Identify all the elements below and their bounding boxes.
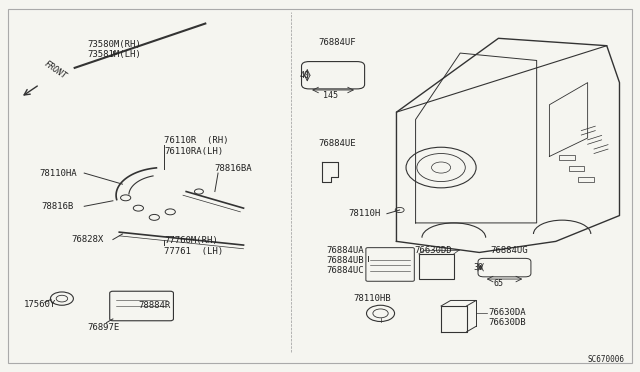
Text: 30: 30 [473, 263, 483, 272]
Bar [419, 254, 454, 279]
Text: 78110HB: 78110HB [354, 294, 392, 303]
Text: 76884UF: 76884UF [319, 38, 356, 46]
Text: 77760M(RH): 77760M(RH) [164, 236, 218, 245]
Text: 76884UC: 76884UC [326, 266, 364, 275]
Text: 73580M(RH): 73580M(RH) [88, 40, 141, 49]
Text: 76630DB: 76630DB [489, 318, 527, 327]
Text: 76884UA: 76884UA [326, 246, 364, 255]
Text: 76884UG: 76884UG [491, 246, 529, 255]
Text: 78884R: 78884R [138, 301, 171, 310]
Text: 76110RA(LH): 76110RA(LH) [164, 147, 223, 156]
Text: 40: 40 [300, 71, 310, 80]
Text: 78816BA: 78816BA [215, 164, 253, 173]
Text: 76630DA: 76630DA [489, 308, 527, 317]
Text: 17560Y: 17560Y [24, 300, 56, 310]
Text: 76884UB: 76884UB [326, 256, 364, 265]
Text: SC670006: SC670006 [588, 355, 625, 364]
Bar [578, 177, 594, 182]
Bar [568, 166, 584, 171]
Text: 78110HA: 78110HA [40, 169, 77, 177]
Text: 76884UE: 76884UE [319, 139, 356, 148]
Text: 76110R  (RH): 76110R (RH) [164, 137, 228, 145]
Text: 76828X: 76828X [72, 235, 104, 244]
Text: 78816B: 78816B [42, 202, 74, 211]
Text: 73581M(LH): 73581M(LH) [88, 51, 141, 60]
Text: FRONT: FRONT [43, 59, 68, 81]
Text: 145: 145 [323, 91, 338, 100]
Text: 65: 65 [494, 279, 504, 288]
Text: 77761  (LH): 77761 (LH) [164, 247, 223, 256]
Text: 78110H: 78110H [349, 209, 381, 218]
Bar [559, 155, 575, 160]
Text: 76630DD: 76630DD [414, 246, 452, 255]
Text: 76897E: 76897E [88, 323, 120, 332]
